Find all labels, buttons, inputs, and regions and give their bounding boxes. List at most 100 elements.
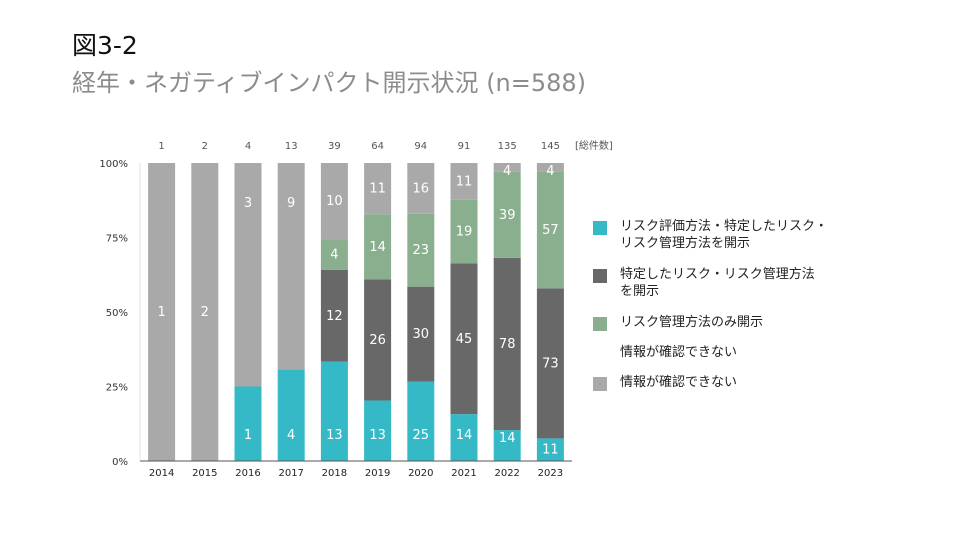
x-tick-label: 2015 [192,468,217,479]
data-label: 4 [503,164,511,179]
data-label: 3 [244,196,252,211]
data-label: 13 [326,428,343,443]
bar-segment [364,163,392,215]
bar-segment [364,214,392,280]
bar-segment [450,414,478,461]
bar-segment [407,286,435,382]
totals-label: [総件数] [575,139,613,152]
bar-segment [407,163,435,214]
data-label: 14 [369,240,386,255]
data-label: 4 [330,248,338,263]
data-label: 23 [413,243,430,258]
data-label: 45 [456,332,473,347]
data-label: 14 [456,428,473,443]
total-count-label: 1 [158,141,164,152]
bar-segment [234,163,262,387]
bar-segment [234,386,262,461]
legend-swatch-unconfirmed [593,377,607,391]
bar-segment [407,381,435,461]
legend-swatch-management-only [593,317,607,331]
data-label: 11 [456,174,473,189]
legend-swatch-risk-identified [593,269,607,283]
x-tick-label: 2022 [494,468,519,479]
legend-label-unconfirmed: 情報が確認できない [620,375,738,390]
bar-segment [191,163,219,461]
data-label: 19 [456,225,473,240]
bar-segment [450,263,478,415]
figure-label: 図3-2 [72,31,138,60]
x-tick-label: 2019 [365,468,390,479]
bar-segment [364,400,392,461]
y-tick-label: 75% [106,234,128,245]
total-count-label: 13 [285,141,298,152]
legend-item-risk-identified: 特定したリスク・リスク管理方法 を開示 [593,266,843,300]
legend-item-management-only: リスク管理方法のみ開示 [593,314,843,331]
data-label: 4 [287,428,295,443]
bar-segment [407,213,435,287]
bar-segment [450,199,478,264]
total-count-label: 4 [245,141,251,152]
legend-swatch-method-disclosed [593,221,607,235]
total-count-label: 39 [328,141,341,152]
legend-label-method-disclosed: リスク評価方法・特定したリスク・ リスク管理方法を開示 [620,219,828,251]
total-count-label: 64 [371,141,384,152]
bar-segment [320,163,348,240]
legend: リスク評価方法・特定したリスク・ リスク管理方法を開示 特定したリスク・リスク管… [593,218,843,391]
data-label: 10 [326,194,343,209]
data-label: 25 [413,428,430,443]
bar-segment [493,171,521,258]
total-count-label: 2 [202,141,208,152]
data-label: 73 [542,356,559,371]
data-label: 11 [369,182,386,197]
data-label: 4 [546,164,554,179]
data-label: 1 [157,305,165,320]
legend-label-risk-identified: 特定したリスク・リスク管理方法 を開示 [620,267,815,299]
legend-label-management-only: リスク管理方法のみ開示 [620,315,764,330]
total-count-label: 145 [541,141,560,152]
x-tick-label: 2018 [322,468,347,479]
bar-segment [148,163,176,461]
x-tick-label: 2014 [149,468,174,479]
y-tick-label: 100% [99,159,128,170]
data-label: 30 [413,327,430,342]
bar-segment [320,239,348,270]
bar-segment [536,288,564,439]
data-label: 11 [542,443,559,458]
data-label: 57 [542,223,559,238]
bar-segment [277,163,305,370]
bar-segment [536,438,564,461]
total-count-label: 135 [498,141,517,152]
bar-segment [493,163,521,172]
data-label: 12 [326,309,343,324]
bar-segment [450,163,478,200]
x-tick-label: 2021 [451,468,476,479]
total-count-label: 94 [414,141,427,152]
data-label: 13 [369,428,386,443]
x-tick-label: 2017 [278,468,303,479]
data-label: 39 [499,208,516,223]
bar-segment [320,361,348,461]
data-label: 16 [413,181,430,196]
chart-title: 経年・ネガティブインパクト開示状況 (n=588) [72,69,587,97]
x-tick-label: 2023 [538,468,563,479]
bar-segment [493,257,521,431]
bar-segment [320,269,348,362]
bar-segment [493,430,521,461]
data-label: 2 [201,305,209,320]
legend-item-method-disclosed: リスク評価方法・特定したリスク・ リスク管理方法を開示 [593,218,843,252]
data-label: 14 [499,431,516,446]
bar-segment [277,369,305,461]
data-label: 1 [244,428,252,443]
data-label: 9 [287,196,295,211]
bar-segment [536,163,564,172]
y-tick-label: 0% [112,457,128,468]
data-label: 26 [369,333,386,348]
total-count-label: 91 [458,141,471,152]
y-tick-label: 50% [106,308,128,319]
data-label: 78 [499,337,516,352]
bar-segment [536,171,564,289]
x-tick-label: 2020 [408,468,433,479]
legend-item-unconfirmed: 情報が確認できない [593,374,843,391]
x-tick-label: 2016 [235,468,260,479]
